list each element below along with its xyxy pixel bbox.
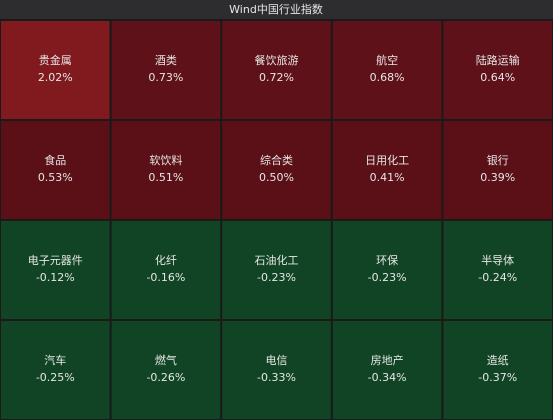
tile-label: 软饮料 (149, 153, 182, 167)
tile-label: 餐饮旅游 (255, 53, 299, 67)
tile-value: 0.39% (480, 171, 515, 184)
tile-value: -0.12% (36, 271, 75, 284)
tile-value: -0.24% (478, 271, 517, 284)
tile-label: 航空 (376, 53, 398, 67)
tile-value: -0.26% (146, 371, 185, 384)
tile-value: -0.23% (257, 271, 296, 284)
tile (110, 20, 222, 120)
tile-label: 化纤 (155, 253, 177, 267)
tile (442, 320, 553, 420)
tile-label: 电子元器件 (28, 254, 83, 267)
tile (331, 320, 443, 420)
tile-value: 0.64% (480, 71, 515, 84)
tile-label: 造纸 (487, 353, 509, 367)
tile (221, 120, 332, 220)
tile (331, 20, 443, 120)
title-bar (0, 0, 553, 19)
tile (110, 120, 222, 220)
tile-label: 综合类 (260, 153, 293, 167)
tile (0, 20, 111, 120)
tile-value: 0.53% (38, 171, 73, 184)
tile-value: -0.33% (257, 371, 296, 384)
tile-label: 银行 (487, 153, 509, 167)
tile-label: 石油化工 (255, 253, 299, 267)
tile-value: 0.41% (370, 171, 405, 184)
tile (221, 320, 332, 420)
tile-value: -0.23% (368, 271, 407, 284)
tile (0, 120, 111, 220)
tile-value: -0.37% (478, 371, 517, 384)
tile-value: -0.25% (36, 371, 75, 384)
tile-value: -0.16% (146, 271, 185, 284)
tile (0, 320, 111, 420)
tile-label: 日用化工 (365, 153, 409, 167)
tile (331, 120, 443, 220)
tile (221, 20, 332, 120)
tile-value: 0.73% (148, 71, 183, 84)
tile-value: 0.51% (148, 171, 183, 184)
tile-value: 2.02% (38, 71, 73, 84)
tile-label: 燃气 (155, 353, 177, 367)
tile (442, 220, 553, 320)
tile (110, 320, 222, 420)
tile-label: 酒类 (155, 53, 177, 67)
tile-label: 房地产 (371, 353, 404, 367)
tile (442, 20, 553, 120)
tile-label: 食品 (44, 153, 66, 167)
tile-value: -0.34% (368, 371, 407, 384)
tile (442, 120, 553, 220)
tile-label: 汽车 (44, 353, 66, 367)
tile (0, 220, 111, 320)
tile (110, 220, 222, 320)
tile-value: 0.68% (370, 71, 405, 84)
tile-label: 环保 (376, 253, 398, 267)
tile-label: 电信 (266, 354, 288, 367)
tile-value: 0.72% (259, 71, 294, 84)
chart-title: Wind中国行业指数 (229, 2, 323, 16)
tile-label: 半导体 (481, 253, 514, 267)
tile-label: 贵金属 (39, 53, 72, 67)
tile-value: 0.50% (259, 171, 294, 184)
tile (331, 220, 443, 320)
tile-label: 陆路运输 (476, 53, 520, 67)
tile (221, 220, 332, 320)
